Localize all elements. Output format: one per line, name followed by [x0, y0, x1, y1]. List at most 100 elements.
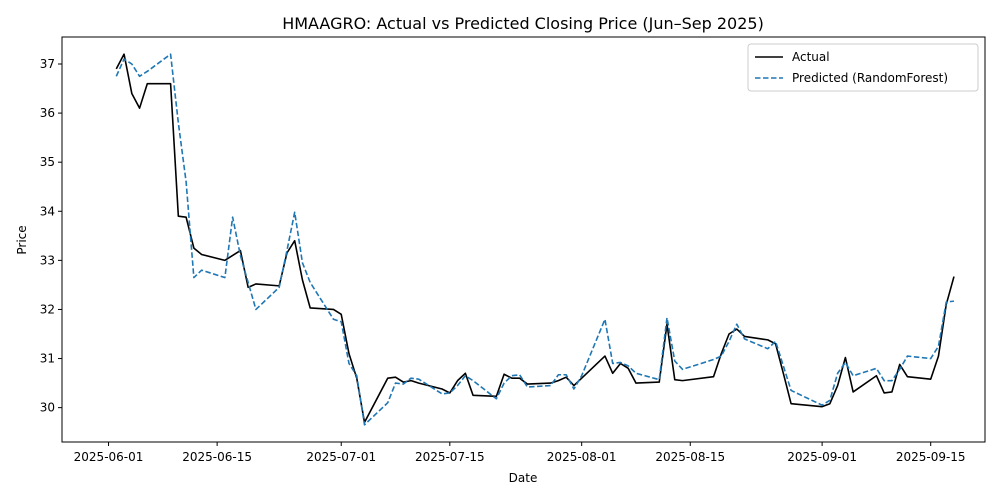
data-point — [766, 338, 770, 342]
data-point — [184, 215, 188, 219]
data-point — [789, 402, 793, 406]
data-point — [510, 374, 514, 378]
data-point — [339, 320, 343, 324]
data-point — [874, 374, 878, 378]
data-point — [890, 379, 894, 383]
x-tick-label: 2025-09-15 — [896, 450, 966, 464]
data-point — [843, 360, 847, 364]
data-point — [502, 372, 506, 376]
data-point — [789, 388, 793, 392]
data-point — [681, 379, 685, 383]
chart-title: HMAAGRO: Actual vs Predicted Closing Pri… — [282, 14, 764, 33]
data-point — [277, 285, 281, 289]
data-point — [774, 339, 778, 343]
data-point — [851, 374, 855, 378]
x-axis-title: Date — [509, 471, 538, 485]
data-point — [176, 214, 180, 218]
data-point — [176, 121, 180, 125]
data-point — [138, 106, 142, 110]
data-point — [836, 384, 840, 388]
data-point — [300, 278, 304, 282]
data-point — [293, 239, 297, 243]
data-point — [130, 91, 134, 95]
x-tick-label: 2025-08-01 — [547, 450, 617, 464]
data-point — [882, 379, 886, 383]
data-point — [440, 392, 444, 396]
data-point — [603, 354, 607, 358]
data-point — [471, 393, 475, 397]
data-point — [386, 376, 390, 380]
data-point — [169, 82, 173, 86]
data-point — [417, 381, 421, 385]
data-point — [456, 384, 460, 388]
plot-area — [115, 53, 956, 426]
y-tick-label: 31 — [40, 352, 55, 366]
data-point — [246, 280, 250, 284]
data-point — [401, 382, 405, 386]
legend-box — [747, 43, 979, 92]
data-point — [386, 401, 390, 405]
data-point — [145, 69, 149, 73]
data-point — [556, 379, 560, 383]
y-axis: 30 31 32 33 34 35 36 37 — [40, 57, 62, 415]
data-point — [122, 57, 126, 61]
data-point — [331, 317, 335, 321]
data-point — [727, 332, 731, 336]
data-point — [564, 373, 568, 377]
data-point — [347, 361, 351, 365]
y-tick-label: 36 — [40, 106, 55, 120]
y-axis-title: Price — [15, 225, 29, 254]
data-point — [231, 215, 235, 219]
data-point — [936, 344, 940, 348]
data-point — [727, 339, 731, 343]
data-point — [944, 300, 948, 304]
y-tick-label: 33 — [40, 253, 55, 267]
data-point — [905, 375, 909, 379]
legend: Actual Predicted (RandomForest) — [747, 43, 979, 92]
data-point — [743, 337, 747, 341]
x-tick-label: 2025-08-15 — [655, 450, 725, 464]
data-point — [626, 364, 630, 368]
data-point — [673, 378, 677, 382]
data-point — [828, 402, 832, 406]
data-point — [836, 371, 840, 375]
data-point — [611, 361, 615, 365]
data-point — [634, 371, 638, 375]
data-point — [471, 379, 475, 383]
y-tick-label: 34 — [40, 204, 55, 218]
data-point — [394, 375, 398, 379]
data-point — [890, 390, 894, 394]
data-point — [665, 316, 669, 320]
data-point — [929, 377, 933, 381]
data-point — [308, 280, 312, 284]
data-point — [851, 390, 855, 394]
data-point — [448, 391, 452, 395]
legend-label: Predicted (RandomForest) — [792, 71, 948, 85]
data-point — [898, 367, 902, 371]
data-point — [456, 379, 460, 383]
plot-frame — [61, 36, 986, 443]
data-point — [611, 371, 615, 375]
data-point — [657, 378, 661, 382]
y-tick-label: 35 — [40, 155, 55, 169]
data-point — [781, 364, 785, 368]
data-point — [238, 253, 242, 257]
data-point — [936, 354, 940, 358]
data-point — [231, 253, 235, 257]
data-point — [440, 387, 444, 391]
data-point — [952, 299, 956, 303]
data-point — [308, 306, 312, 310]
data-point — [719, 354, 723, 358]
data-point — [905, 354, 909, 358]
data-point — [712, 375, 716, 379]
x-axis: 2025-06-01 2025-06-15 2025-07-01 2025-07-15… — [74, 442, 966, 464]
data-point — [394, 381, 398, 385]
legend-label: Actual — [792, 50, 830, 64]
data-point — [254, 307, 258, 311]
data-point — [634, 381, 638, 385]
data-point — [300, 261, 304, 265]
data-point — [192, 246, 196, 250]
data-point — [781, 371, 785, 375]
data-point — [766, 347, 770, 351]
